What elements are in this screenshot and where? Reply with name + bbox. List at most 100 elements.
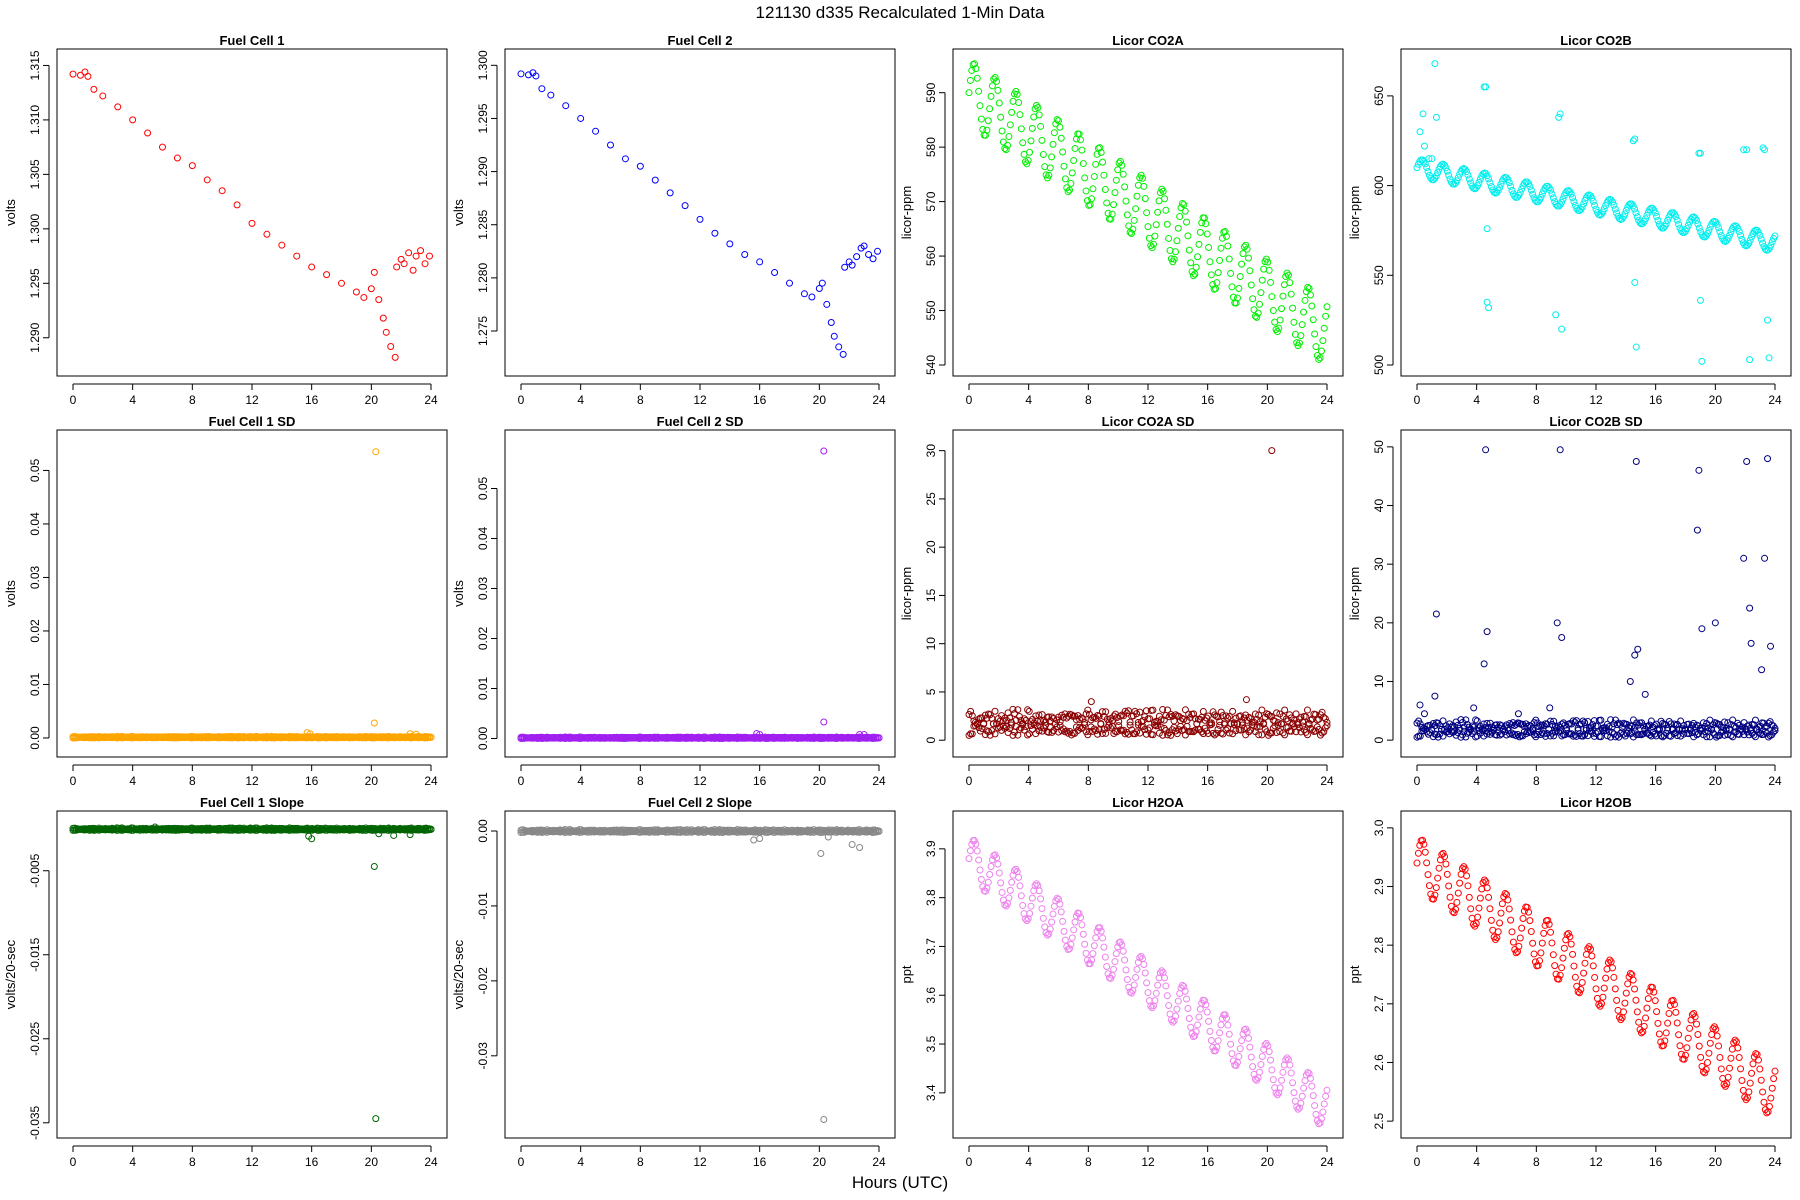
data-point (1432, 884, 1440, 892)
data-point (1176, 213, 1184, 221)
x-tick-label: 20 (365, 393, 379, 407)
data-point (1695, 224, 1703, 232)
data-point (651, 176, 659, 184)
y-axis-label: licor-ppm (1347, 186, 1362, 239)
data-point (577, 114, 585, 122)
x-tick-label: 0 (70, 393, 77, 407)
y-tick-label: 0 (1372, 736, 1386, 743)
data-point (1591, 973, 1599, 981)
data-point (1072, 723, 1080, 731)
data-point (1071, 144, 1079, 152)
panel-7: Licor CO2A SD licor-ppm 0 4 8 12 16 20 24 0 5 10 15 2… (899, 414, 1344, 788)
data-point (1281, 731, 1289, 739)
data-point (151, 823, 159, 831)
data-point (1142, 707, 1150, 715)
y-tick-label: 0.03 (476, 576, 490, 600)
data-point (532, 72, 540, 80)
data-point (1204, 730, 1212, 738)
data-point (1124, 730, 1132, 738)
data-point (1079, 930, 1087, 938)
data-point (1431, 692, 1439, 700)
data-point (1024, 706, 1032, 714)
data-point (1734, 224, 1742, 232)
data-point (1121, 730, 1129, 738)
x-tick-label: 12 (245, 1155, 259, 1169)
data-point (1600, 205, 1608, 213)
data-point (387, 342, 395, 350)
data-point (1731, 1036, 1739, 1044)
data-point (1429, 720, 1437, 728)
data-point (1642, 215, 1650, 223)
data-point (111, 825, 119, 833)
data-point (1191, 1032, 1199, 1040)
data-point (1706, 1039, 1714, 1047)
data-point (1173, 237, 1181, 245)
data-point (1743, 458, 1751, 466)
data-point (1032, 101, 1040, 109)
x-tick-label: 4 (577, 393, 584, 407)
data-point (1464, 882, 1472, 890)
data-point (1529, 726, 1537, 734)
data-point (1092, 160, 1100, 168)
data-point (1276, 316, 1284, 324)
data-point (173, 154, 181, 162)
data-point (400, 260, 408, 268)
data-point (1254, 309, 1262, 317)
data-point (1217, 708, 1225, 716)
data-point (1713, 220, 1721, 228)
data-point (1096, 144, 1104, 152)
data-point (1168, 712, 1176, 720)
data-point (1221, 1011, 1229, 1019)
data-point (1445, 171, 1453, 179)
data-point (1496, 731, 1504, 739)
data-point (1680, 730, 1688, 738)
data-point (1165, 713, 1173, 721)
data-point (1463, 168, 1471, 176)
data-point (375, 830, 383, 838)
data-point (1297, 1099, 1305, 1107)
y-tick-label: 1.310 (28, 105, 42, 135)
data-point (1064, 188, 1072, 196)
panel-4: Licor CO2B licor-ppm 0 4 8 12 16 20 24 500 550 600 6… (1347, 33, 1792, 407)
data-point (1537, 193, 1545, 201)
data-point (995, 99, 1003, 107)
data-point (1672, 1008, 1680, 1016)
data-point (1450, 727, 1458, 735)
data-point (1316, 354, 1324, 362)
data-point (1184, 232, 1192, 240)
data-point (1308, 726, 1316, 734)
data-point (1277, 720, 1285, 728)
data-point (1507, 916, 1515, 924)
data-point (1504, 896, 1512, 904)
data-point (1242, 241, 1250, 249)
data-point (1631, 985, 1639, 993)
data-point (1203, 714, 1211, 722)
data-point (1132, 205, 1140, 213)
data-point (1712, 733, 1720, 741)
data-point (1558, 325, 1566, 333)
y-tick-label: 590 (924, 82, 938, 102)
data-point (1143, 209, 1151, 217)
data-point (1247, 1053, 1255, 1061)
data-point (817, 849, 825, 857)
data-point (1716, 1054, 1724, 1062)
data-point (830, 332, 838, 340)
data-point (1635, 1018, 1643, 1026)
data-point (815, 284, 823, 292)
data-point (1077, 136, 1085, 144)
data-point (1320, 324, 1328, 332)
data-point (1275, 1089, 1283, 1097)
data-point (427, 825, 435, 833)
data-point (1620, 730, 1628, 738)
data-point (1665, 1009, 1673, 1017)
data-point (1498, 722, 1506, 730)
data-point (1301, 296, 1309, 304)
data-point (1207, 721, 1215, 729)
x-tick-label: 20 (1261, 393, 1275, 407)
data-point (1544, 916, 1552, 924)
y-tick-label: 650 (1372, 86, 1386, 106)
x-tick-label: 16 (305, 1155, 319, 1169)
data-point (975, 724, 983, 732)
data-point (1670, 1000, 1678, 1008)
data-point (1474, 913, 1482, 921)
